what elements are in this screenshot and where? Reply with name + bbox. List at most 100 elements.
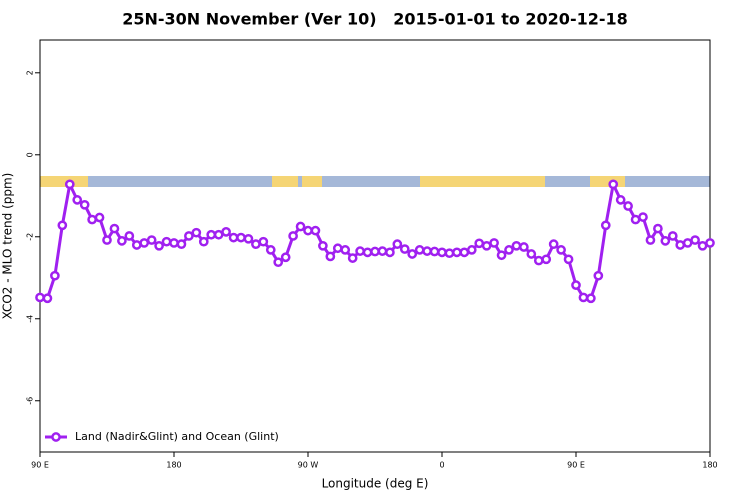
data-point bbox=[690, 235, 700, 245]
y-tick-label: 0 bbox=[26, 152, 35, 157]
data-point bbox=[131, 240, 142, 250]
data-point bbox=[79, 199, 90, 210]
data-point bbox=[332, 243, 343, 254]
data-point bbox=[667, 231, 678, 241]
data-point bbox=[385, 247, 395, 258]
data-point bbox=[228, 232, 239, 243]
data-point bbox=[102, 235, 112, 245]
data-point bbox=[35, 292, 45, 303]
data-point bbox=[191, 227, 202, 238]
data-point bbox=[64, 179, 75, 190]
data-point bbox=[399, 244, 410, 254]
data-point bbox=[422, 246, 432, 256]
x-tick-label: 0 bbox=[439, 461, 444, 470]
data-point bbox=[213, 229, 224, 240]
data-point bbox=[251, 239, 261, 250]
data-point bbox=[392, 239, 403, 250]
data-point bbox=[347, 253, 358, 263]
data-point bbox=[571, 280, 581, 291]
x-tick-label: 180 bbox=[702, 461, 717, 470]
ocean-band bbox=[40, 176, 710, 187]
data-point bbox=[198, 236, 209, 247]
data-point bbox=[578, 292, 589, 303]
data-point bbox=[295, 221, 306, 232]
data-point bbox=[481, 240, 492, 251]
data-point bbox=[705, 238, 715, 248]
land-band bbox=[590, 176, 625, 187]
chart-title: 25N-30N November (Ver 10) 2015-01-01 to … bbox=[122, 10, 628, 29]
data-point bbox=[154, 240, 164, 251]
data-point bbox=[370, 246, 380, 257]
data-point bbox=[653, 223, 663, 234]
data-point bbox=[340, 245, 351, 255]
land-band bbox=[302, 176, 322, 187]
data-point bbox=[236, 232, 246, 243]
data-point bbox=[72, 195, 83, 205]
data-point bbox=[176, 239, 187, 250]
data-point bbox=[548, 239, 559, 250]
data-point bbox=[615, 195, 626, 205]
data-point bbox=[600, 220, 611, 231]
x-axis-label: Longitude (deg E) bbox=[322, 477, 429, 491]
x-tick-label: 90 E bbox=[31, 461, 49, 470]
data-point bbox=[258, 236, 269, 247]
legend-label: Land (Nadir&Glint) and Ocean (Glint) bbox=[75, 430, 279, 443]
x-tick-label: 90 W bbox=[298, 461, 319, 470]
data-point bbox=[265, 245, 276, 255]
data-point bbox=[586, 293, 596, 304]
data-point bbox=[474, 238, 485, 249]
data-point bbox=[117, 236, 127, 246]
y-tick-label: 2 bbox=[26, 70, 35, 75]
legend: Land (Nadir&Glint) and Ocean (Glint) bbox=[45, 430, 279, 443]
data-point bbox=[288, 231, 298, 241]
data-point bbox=[429, 246, 440, 257]
x-tick-label: 90 E bbox=[567, 461, 585, 470]
y-tick-label: -2 bbox=[26, 233, 35, 241]
land-band bbox=[420, 176, 545, 187]
data-point bbox=[452, 247, 462, 258]
data-point bbox=[184, 231, 194, 241]
data-point bbox=[444, 248, 455, 259]
data-point bbox=[57, 220, 68, 231]
data-point bbox=[511, 240, 522, 251]
data-point bbox=[87, 214, 97, 225]
data-point bbox=[496, 250, 507, 261]
land-band bbox=[272, 176, 298, 187]
data-point bbox=[638, 212, 648, 222]
data-point bbox=[139, 238, 150, 248]
data-point bbox=[459, 247, 470, 258]
data-point bbox=[407, 249, 418, 259]
data-point bbox=[504, 245, 514, 255]
data-point bbox=[325, 251, 336, 262]
data-point bbox=[519, 242, 529, 252]
data-point bbox=[42, 293, 53, 304]
y-tick-label: -4 bbox=[26, 315, 35, 323]
data-point bbox=[50, 270, 60, 281]
data-point bbox=[109, 223, 120, 234]
data-point bbox=[280, 252, 291, 263]
data-point bbox=[526, 249, 537, 259]
data-point bbox=[221, 227, 231, 237]
land-ocean-strip bbox=[40, 176, 710, 187]
data-point bbox=[489, 238, 499, 248]
data-point bbox=[675, 240, 686, 250]
data-point bbox=[124, 231, 135, 241]
data-point bbox=[533, 255, 544, 266]
data-point bbox=[206, 229, 217, 240]
data-point bbox=[310, 225, 321, 236]
data-point bbox=[660, 236, 671, 246]
data-point bbox=[362, 247, 373, 258]
data-point bbox=[556, 245, 566, 255]
data-point bbox=[318, 240, 328, 251]
data-point bbox=[161, 236, 172, 247]
data-point bbox=[593, 270, 604, 281]
data-point bbox=[169, 238, 179, 248]
data-point bbox=[146, 235, 157, 245]
data-point bbox=[94, 212, 105, 223]
data-point bbox=[623, 201, 633, 211]
data-point bbox=[608, 179, 619, 190]
data-point bbox=[697, 240, 708, 251]
land-band bbox=[40, 176, 88, 187]
y-axis-label: XCO2 - MLO trend (ppm) bbox=[1, 173, 15, 320]
